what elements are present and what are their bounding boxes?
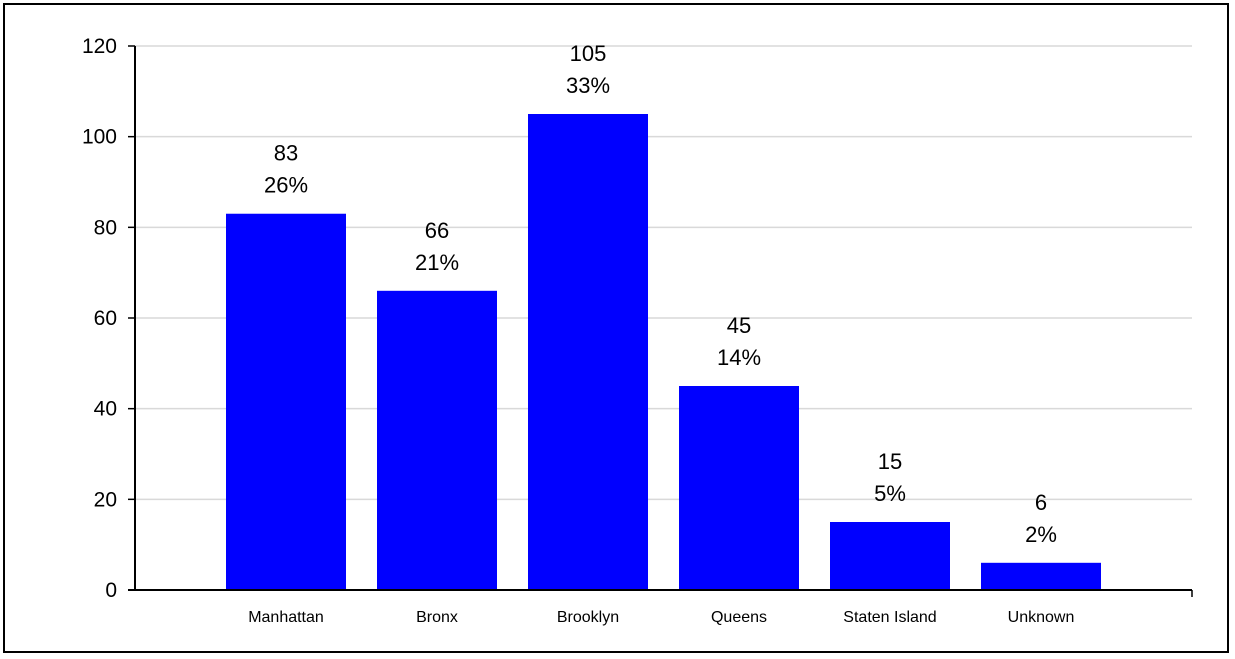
y-tick-label: 80 — [94, 216, 117, 239]
y-tick-labels: 0 20 40 60 80 100 120 — [82, 35, 135, 602]
bar-value-label: 15 — [878, 449, 902, 474]
x-tick-label: Manhattan — [248, 609, 324, 626]
bar-value-label: 66 — [425, 218, 449, 243]
bar-percent-label: 33% — [566, 73, 610, 98]
bar-value-label: 6 — [1035, 490, 1047, 515]
y-tick-label: 100 — [82, 126, 117, 149]
bar-value-label: 83 — [274, 141, 298, 166]
bar-unknown — [981, 562, 1101, 590]
x-tick-labels: Manhattan Bronx Brooklyn Queens Staten Islan… — [248, 609, 1074, 626]
y-tick-label: 20 — [94, 488, 117, 511]
bar-value-label: 45 — [727, 313, 751, 338]
bar-manhattan — [226, 213, 346, 590]
y-tick-label: 40 — [94, 398, 117, 421]
bar-percent-label: 5% — [874, 481, 906, 506]
y-tick-label: 120 — [82, 35, 117, 58]
bar-percent-label: 14% — [717, 345, 761, 370]
bar-staten-island — [830, 522, 950, 590]
y-tick-label: 0 — [105, 579, 117, 602]
bar-value-label: 105 — [570, 41, 607, 66]
y-tick-label: 60 — [94, 307, 117, 330]
x-tick-label: Brooklyn — [557, 609, 619, 626]
bar-percent-label: 21% — [415, 250, 459, 275]
bar-queens — [679, 386, 799, 590]
bar-percent-label: 2% — [1025, 522, 1057, 547]
x-tick-label: Staten Island — [843, 609, 936, 626]
bar-brooklyn — [528, 114, 648, 590]
bars — [226, 114, 1101, 590]
bar-percent-label: 26% — [264, 173, 308, 198]
data-labels: 83 26% 66 21% 105 33% 45 14% 15 5% 6 2% — [264, 41, 1057, 547]
x-tick-label: Unknown — [1008, 609, 1075, 626]
x-tick-label: Queens — [711, 609, 767, 626]
bar-bronx — [377, 290, 497, 590]
x-tick-label: Bronx — [416, 609, 458, 626]
